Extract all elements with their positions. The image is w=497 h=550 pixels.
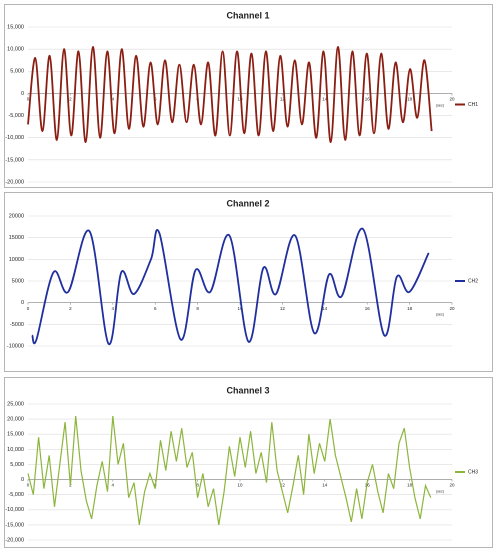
x-tick-label: 8: [196, 483, 199, 488]
x-tick-label: 2: [69, 306, 72, 311]
x-tick-label: 20: [449, 306, 455, 311]
y-tick-label: 0: [21, 300, 24, 306]
x-tick-label: 18: [407, 97, 413, 102]
y-tick-label: 5,000: [10, 69, 24, 75]
x-axis-label: (sec): [436, 313, 444, 317]
x-tick-label: 16: [365, 306, 371, 311]
x-tick-label: 6: [154, 306, 157, 311]
y-tick-label: -10000: [7, 343, 24, 349]
y-tick-label: -10,000: [5, 135, 24, 141]
x-tick-label: 20: [449, 483, 455, 488]
y-tick-label: -5,000: [8, 113, 24, 119]
y-tick-label: 5000: [12, 278, 24, 284]
x-tick-label: 16: [365, 97, 371, 102]
y-tick-label: 15000: [9, 235, 24, 241]
panel: [4, 377, 493, 548]
y-tick-label: -15,000: [5, 157, 24, 163]
panel: [4, 192, 493, 372]
x-tick-label: 12: [280, 97, 286, 102]
y-tick-label: 10,000: [7, 47, 24, 53]
y-tick-label: -15,000: [5, 522, 24, 528]
y-tick-label: -20,000: [5, 537, 24, 543]
x-tick-label: 16: [365, 483, 371, 488]
x-axis-label: (sec): [436, 489, 444, 493]
y-tick-label: -5,000: [8, 492, 24, 498]
y-tick-label: 15,000: [7, 24, 24, 30]
x-tick-label: 4: [112, 97, 115, 102]
y-tick-label: 0: [21, 477, 24, 483]
x-tick-label: 2: [69, 97, 72, 102]
x-tick-label: 4: [112, 483, 115, 488]
x-tick-label: 18: [407, 483, 413, 488]
data-line: [31, 228, 430, 345]
y-tick-label: 10,000: [7, 447, 24, 453]
x-tick-label: 10: [237, 483, 243, 488]
y-tick-label: -5000: [10, 322, 24, 328]
chart-title: Channel 2: [226, 198, 269, 208]
y-tick-label: 20,000: [7, 417, 24, 423]
y-tick-label: 5,000: [10, 462, 24, 468]
chart-title: Channel 3: [226, 385, 269, 395]
y-tick-label: 20000: [9, 213, 24, 219]
x-tick-label: 0: [27, 306, 30, 311]
y-tick-label: -10,000: [5, 507, 24, 513]
y-tick-label: 0: [21, 91, 24, 97]
x-tick-label: 18: [407, 306, 413, 311]
x-tick-label: 0: [27, 483, 30, 488]
y-tick-label: -20,000: [5, 179, 24, 185]
legend-label: CH1: [468, 102, 478, 108]
x-tick-label: 10: [237, 306, 243, 311]
y-tick-label: 25,000: [7, 401, 24, 407]
legend-label: CH3: [468, 469, 478, 475]
x-tick-label: 14: [322, 306, 328, 311]
x-tick-label: 0: [27, 97, 30, 102]
x-axis-label: (sec): [436, 103, 444, 107]
y-tick-label: 15,000: [7, 432, 24, 438]
x-tick-label: 12: [280, 483, 286, 488]
x-tick-label: 14: [322, 97, 328, 102]
data-line: [27, 416, 432, 525]
y-tick-label: 10000: [9, 257, 24, 263]
data-line: [27, 46, 433, 144]
x-tick-label: 20: [449, 97, 455, 102]
x-tick-label: 8: [196, 306, 199, 311]
x-tick-label: 4: [112, 306, 115, 311]
legend-label: CH2: [468, 278, 478, 284]
chart-title: Channel 1: [226, 10, 269, 20]
x-tick-label: 14: [322, 483, 328, 488]
x-tick-label: 12: [280, 306, 286, 311]
